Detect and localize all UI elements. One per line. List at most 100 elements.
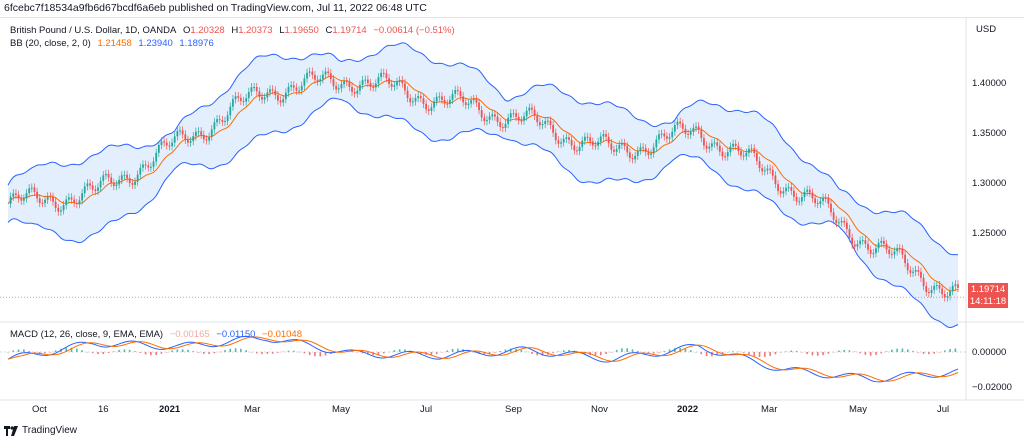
candle-body xyxy=(697,126,700,130)
candle-body xyxy=(139,167,142,175)
candle-body xyxy=(218,119,221,121)
time-label: Mar xyxy=(761,404,778,415)
candle-body xyxy=(753,148,756,154)
macd-hist-bar xyxy=(647,352,650,354)
macd-hist-bar xyxy=(785,351,787,352)
candle-body xyxy=(322,74,324,80)
candle-body xyxy=(475,99,478,103)
macd-hist-bar xyxy=(853,351,856,353)
macd-hist-bar xyxy=(568,349,570,352)
macd-hist-bar xyxy=(261,352,263,355)
candle-body xyxy=(565,137,568,139)
candle-body xyxy=(808,189,811,193)
candle-body xyxy=(507,117,510,125)
macd-hist-bar xyxy=(266,352,269,354)
candle-body xyxy=(927,292,930,294)
candle-body xyxy=(277,95,279,101)
candle-body xyxy=(705,145,708,149)
high-value: H1.20373 xyxy=(231,25,273,36)
candle-body xyxy=(327,71,330,74)
macd-hist-bar xyxy=(774,352,777,355)
candle-body xyxy=(647,152,650,156)
macd-hist-bar xyxy=(404,349,406,352)
candle-body xyxy=(755,153,758,161)
candle-body xyxy=(586,136,589,138)
candle-body xyxy=(200,131,203,135)
candle-body xyxy=(845,222,848,230)
candle-body xyxy=(742,155,745,157)
macd-hist-bar xyxy=(742,352,745,353)
candle-body xyxy=(501,127,504,129)
macd-hist-bar xyxy=(605,352,607,354)
candle-body xyxy=(115,184,118,186)
candle-body xyxy=(314,74,316,80)
macd-hist-bar xyxy=(150,352,152,356)
candle-body xyxy=(909,270,912,273)
candle-body xyxy=(208,136,211,141)
macd-hist-bar xyxy=(255,352,258,354)
macd-hist-bar xyxy=(541,352,544,356)
candle-body xyxy=(372,86,375,88)
candle-body xyxy=(740,151,742,156)
candle-body xyxy=(912,271,914,273)
candle-body xyxy=(345,81,348,83)
change-value: −0.00614 (−0.51%) xyxy=(373,25,455,36)
candle-body xyxy=(954,284,957,286)
candle-body xyxy=(623,143,626,147)
open-value: O1.20328 xyxy=(182,25,225,36)
candle-body xyxy=(239,97,242,101)
candle-body xyxy=(390,83,393,87)
time-label: May xyxy=(849,404,867,415)
candle-body xyxy=(602,134,605,137)
chart-frame[interactable] xyxy=(0,17,1024,424)
macd-hist-bar xyxy=(457,348,459,352)
candle-body xyxy=(692,127,695,132)
macd-hist-bar xyxy=(483,352,486,355)
candle-body xyxy=(83,186,86,194)
candle-body xyxy=(544,121,547,124)
candle-body xyxy=(771,169,774,176)
candle-body xyxy=(414,98,417,102)
candle-body xyxy=(258,91,261,97)
candle-body xyxy=(538,122,541,126)
candle-body xyxy=(634,155,637,160)
candle-body xyxy=(549,120,552,125)
macd-hist-bar xyxy=(504,349,507,352)
candle-body xyxy=(671,131,674,138)
candle-body xyxy=(20,198,23,201)
candle-body xyxy=(269,89,271,93)
candle-body xyxy=(102,175,105,181)
macd-hist-bar xyxy=(721,352,724,354)
candle-body xyxy=(245,98,248,102)
candle-body xyxy=(189,141,192,143)
candle-body xyxy=(679,121,682,124)
macd-hist-bar xyxy=(277,352,279,353)
candle-body xyxy=(552,124,555,133)
candle-body xyxy=(472,99,475,101)
macd-hist-bar xyxy=(128,349,131,352)
macd-hist-bar xyxy=(324,352,327,356)
candle-body xyxy=(748,148,750,153)
candle-body xyxy=(766,168,769,171)
candle-body xyxy=(57,207,60,212)
candle-body xyxy=(951,285,954,292)
candle-body xyxy=(41,202,44,204)
macd-hist-bar xyxy=(319,352,322,357)
macd-hist-bar xyxy=(488,352,491,354)
candle-body xyxy=(499,122,502,128)
candle-body xyxy=(316,79,319,82)
candle-body xyxy=(78,200,81,205)
candle-body xyxy=(470,100,472,104)
footer[interactable]: TradingView xyxy=(4,425,77,436)
candle-body xyxy=(904,254,906,264)
macd-hist-bar xyxy=(859,352,861,354)
candle-body xyxy=(263,97,266,100)
macd-hist-bar xyxy=(38,352,41,354)
candle-body xyxy=(266,92,269,98)
macd-hist-bar xyxy=(187,349,189,352)
macd-hist-bar xyxy=(684,348,687,352)
macd-hist-bar xyxy=(420,352,422,354)
macd-hist-bar xyxy=(726,351,729,353)
candle-body xyxy=(419,96,422,99)
